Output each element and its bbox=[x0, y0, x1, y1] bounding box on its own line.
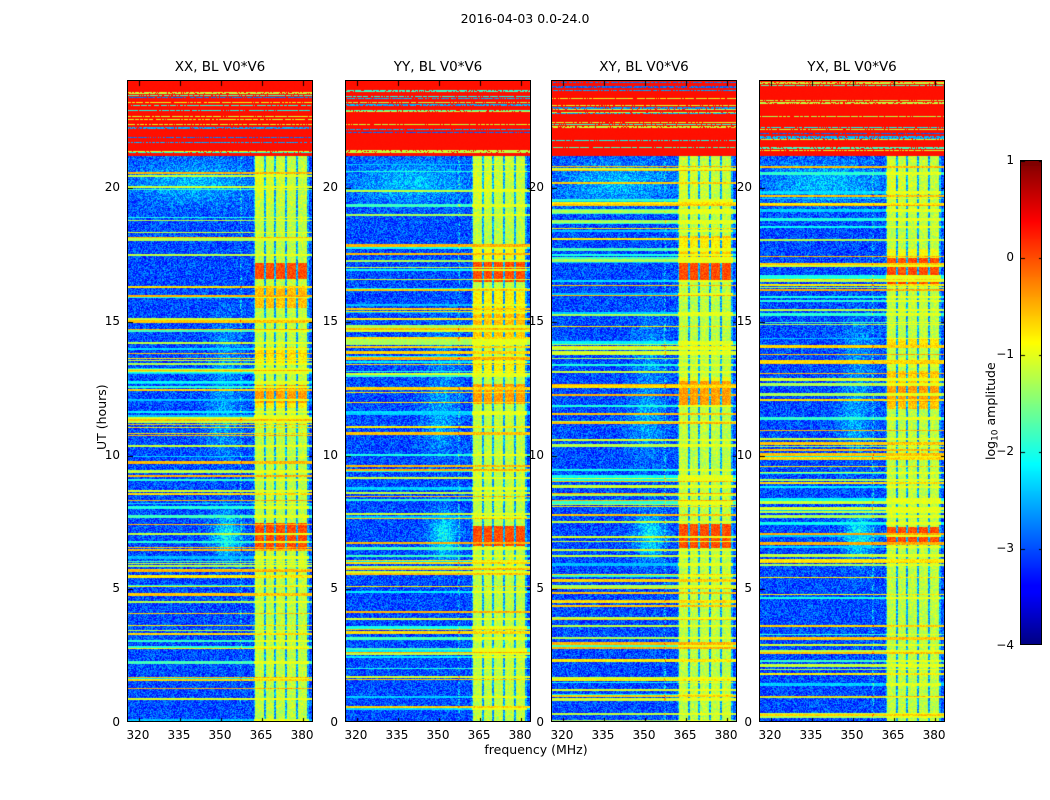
x-tick-label: 335 bbox=[799, 728, 823, 742]
x-tick-label: 380 bbox=[922, 728, 946, 742]
x-tick-label: 380 bbox=[508, 728, 532, 742]
panel-xx-axes[interactable] bbox=[127, 80, 313, 722]
y-tick-label: 5 bbox=[744, 581, 752, 596]
panel-yy: YY, BL V0*V6 bbox=[345, 59, 531, 722]
x-tick-label: 365 bbox=[881, 728, 905, 742]
colorbar-tick-label: −3 bbox=[996, 541, 1014, 555]
y-tick-label: 0 bbox=[744, 715, 752, 729]
colorbar bbox=[1020, 160, 1042, 645]
y-tick-label: 15 bbox=[322, 313, 338, 328]
panel-xy-title: XY, BL V0*V6 bbox=[599, 59, 689, 75]
figure-suptitle: 2016-04-03 0.0-24.0 bbox=[460, 11, 590, 26]
panel-yy-title: YY, BL V0*V6 bbox=[393, 59, 483, 75]
y-tick-label: 20 bbox=[528, 180, 544, 194]
panel-yy-axes[interactable] bbox=[345, 80, 531, 722]
x-tick-label: 350 bbox=[632, 728, 656, 742]
x-tick-label: 365 bbox=[673, 728, 697, 742]
colorbar-tick-label: −2 bbox=[996, 444, 1014, 458]
colorbar-tick-label: −1 bbox=[996, 347, 1014, 361]
y-tick-label: 15 bbox=[104, 313, 120, 328]
colorbar-label-suffix: amplitude bbox=[983, 362, 998, 430]
y-tick-label: 10 bbox=[736, 447, 752, 462]
y-tick-label: 5 bbox=[536, 581, 544, 596]
x-tick-label: 320 bbox=[758, 728, 782, 742]
colorbar-tick-label: 0 bbox=[1006, 250, 1014, 264]
x-tick-label: 320 bbox=[550, 728, 574, 742]
y-tick-label: 0 bbox=[536, 715, 544, 729]
x-tick-label: 380 bbox=[714, 728, 738, 742]
x-tick-label: 350 bbox=[840, 728, 864, 742]
panel-yx-title: YX, BL V0*V6 bbox=[807, 59, 897, 75]
colorbar-tick-label: 1 bbox=[1006, 153, 1014, 167]
panel-xy: XY, BL V0*V6 bbox=[551, 59, 737, 722]
y-tick-label: 10 bbox=[322, 447, 338, 462]
x-tick-label: 350 bbox=[426, 728, 450, 742]
y-tick-label: 20 bbox=[104, 180, 120, 194]
x-tick-label: 380 bbox=[290, 728, 314, 742]
y-tick-label: 5 bbox=[112, 581, 120, 596]
y-tick-label: 15 bbox=[528, 313, 544, 328]
y-tick-label: 15 bbox=[736, 313, 752, 328]
y-tick-label: 0 bbox=[112, 715, 120, 729]
panel-yx-axes[interactable] bbox=[759, 80, 945, 722]
y-tick-label: 20 bbox=[736, 180, 752, 194]
colorbar-label-subscript: 10 bbox=[990, 429, 1001, 441]
x-tick-label: 320 bbox=[126, 728, 150, 742]
panel-xx-title: XX, BL V0*V6 bbox=[174, 59, 266, 75]
x-tick-label: 335 bbox=[385, 728, 409, 742]
x-tick-label: 335 bbox=[167, 728, 191, 742]
x-axis-label: frequency (MHz) bbox=[484, 742, 588, 757]
x-tick-label: 320 bbox=[344, 728, 368, 742]
y-tick-label: 10 bbox=[104, 447, 120, 462]
y-tick-label: 20 bbox=[322, 180, 338, 194]
x-tick-label: 365 bbox=[467, 728, 491, 742]
panel-yx: YX, BL V0*V6 bbox=[759, 59, 945, 722]
colorbar-tick-label: −4 bbox=[996, 638, 1014, 652]
panel-xx: XX, BL V0*V6 bbox=[127, 59, 313, 722]
colorbar-gradient bbox=[1020, 160, 1042, 645]
x-tick-label: 335 bbox=[591, 728, 615, 742]
y-tick-label: 5 bbox=[330, 581, 338, 596]
x-tick-label: 365 bbox=[249, 728, 273, 742]
y-tick-label: 10 bbox=[528, 447, 544, 462]
y-tick-label: 0 bbox=[330, 715, 338, 729]
y-axis-label: UT (hours) bbox=[94, 384, 109, 450]
panel-xy-axes[interactable] bbox=[551, 80, 737, 722]
x-tick-label: 350 bbox=[208, 728, 232, 742]
